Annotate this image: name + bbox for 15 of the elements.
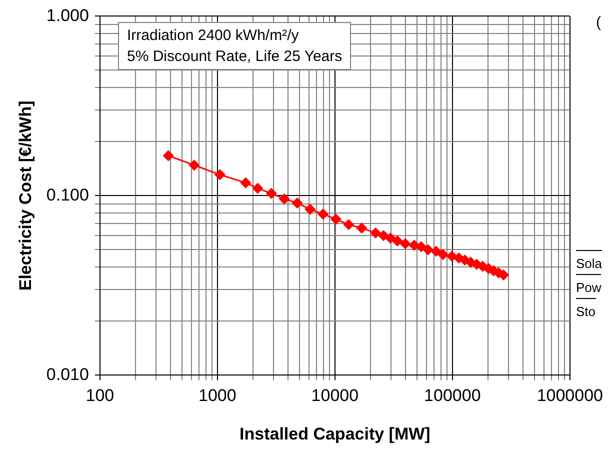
x-tick-label: 10000 <box>311 386 359 406</box>
y-tick-label: 0.100 <box>46 185 89 204</box>
x-tick-label: 100000 <box>424 386 481 406</box>
annotation: Irradiation 2400 kWh/m²/y 5% Discount Rate, Life 25 Years <box>118 22 352 70</box>
text: ( <box>596 13 601 33</box>
x-tick-label: 1000000 <box>536 386 604 406</box>
y-axis-title: Electricity Cost [€/kWh] <box>16 100 35 291</box>
text: Sto <box>576 298 596 322</box>
x-tick-label: 100 <box>86 386 114 406</box>
x-tick-label: 1000 <box>198 386 236 406</box>
text: Sola <box>576 250 602 274</box>
y-tick-label: 1.000 <box>46 6 89 25</box>
text: Pow <box>576 274 602 298</box>
y-tick-label: 0.010 <box>46 364 89 384</box>
x-axis-title: Installed Capacity [MW] <box>240 424 430 444</box>
